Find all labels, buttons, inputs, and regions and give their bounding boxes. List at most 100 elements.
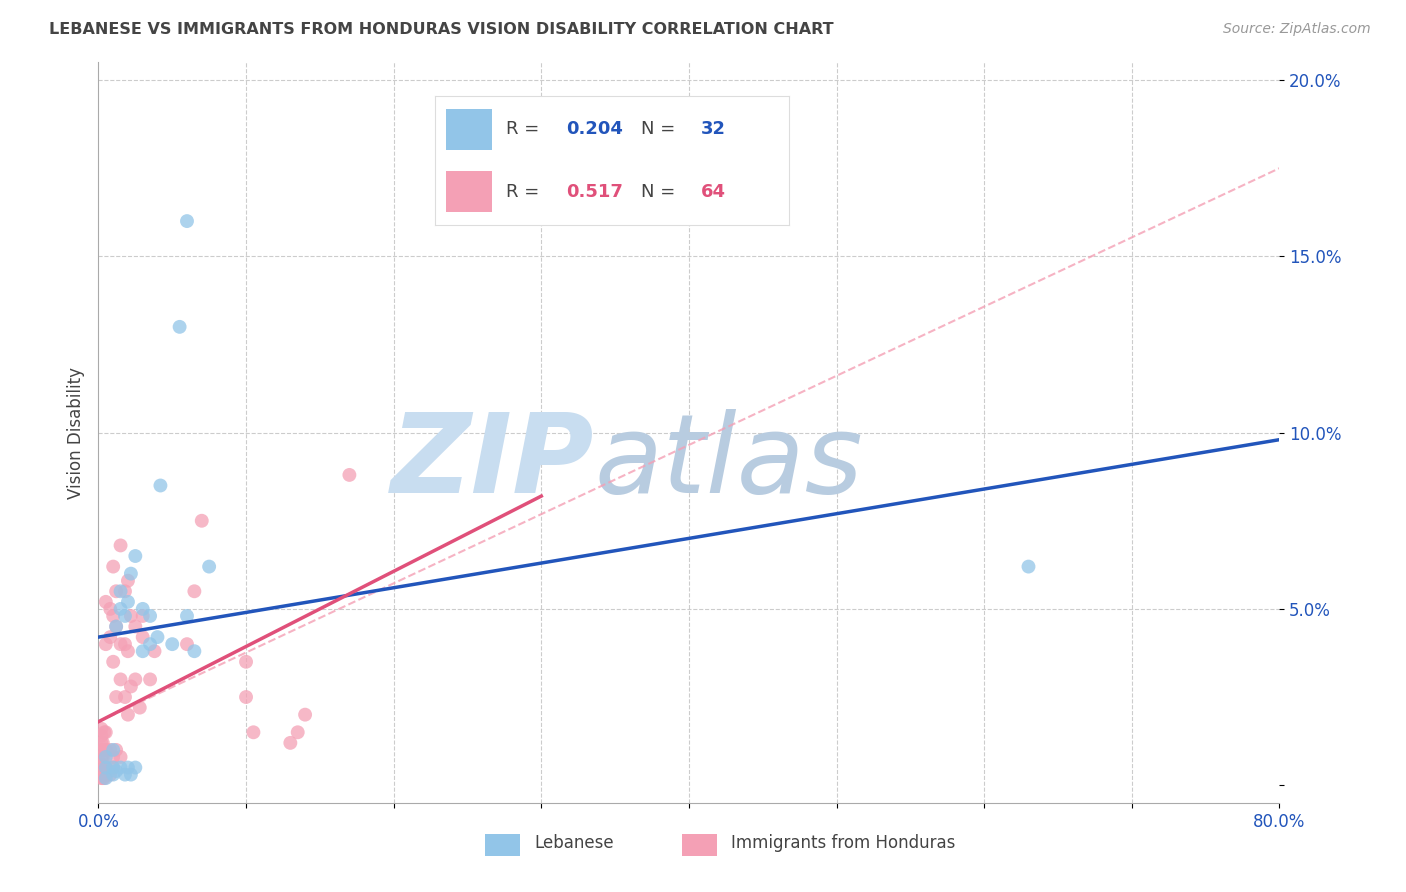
Point [93,743,115,757]
Point [103,750,125,764]
Point [94,760,117,774]
Point [91,736,114,750]
Point [132,630,155,644]
Point [143,644,166,658]
Point [139,637,162,651]
Point [98,767,121,781]
Point [94,760,117,774]
Point [105,743,128,757]
Point [105,584,128,599]
Point [110,673,132,687]
Text: ZIP: ZIP [391,409,595,516]
Point [124,619,146,633]
Point [103,760,125,774]
Point [242,725,264,739]
Point [114,690,136,704]
Point [90,771,112,785]
Point [117,574,139,588]
Point [94,595,117,609]
Text: atlas: atlas [595,409,863,516]
Point [114,637,136,651]
Point [94,771,117,785]
Text: Source: ZipAtlas.com: Source: ZipAtlas.com [1223,22,1371,37]
Point [339,467,361,482]
Point [105,619,128,633]
Point [110,602,132,616]
Point [103,760,125,774]
Point [183,644,205,658]
Point [110,760,132,774]
Point [103,559,125,574]
Point [91,750,114,764]
Point [124,549,146,563]
Point [91,760,114,774]
Point [176,637,198,651]
Point [191,514,214,528]
Point [105,619,128,633]
Point [90,722,112,736]
Point [235,690,257,704]
Point [120,566,142,581]
Point [105,690,128,704]
Text: Immigrants from Honduras: Immigrants from Honduras [731,834,956,852]
Point [280,736,302,750]
Point [139,609,162,624]
Point [94,743,117,757]
Point [90,750,112,764]
Point [139,673,162,687]
Point [1018,559,1040,574]
Point [287,725,309,739]
Point [235,655,257,669]
Point [94,767,117,781]
Point [103,609,125,624]
Point [110,584,132,599]
Point [114,767,136,781]
Point [110,637,132,651]
Point [90,764,112,778]
Point [93,725,115,739]
Point [93,771,115,785]
Point [146,630,169,644]
Point [117,595,139,609]
Point [90,736,112,750]
Point [93,760,115,774]
Point [94,637,117,651]
Text: Lebanese: Lebanese [534,834,614,852]
Point [94,725,117,739]
Point [120,609,142,624]
Point [94,750,117,764]
Point [117,707,139,722]
Point [120,680,142,694]
Point [124,760,146,774]
Point [132,602,155,616]
Point [90,757,112,772]
Point [114,584,136,599]
Point [103,743,125,757]
Point [110,750,132,764]
Point [91,771,114,785]
Point [162,637,183,651]
Point [117,644,139,658]
Text: LEBANESE VS IMMIGRANTS FROM HONDURAS VISION DISABILITY CORRELATION CHART: LEBANESE VS IMMIGRANTS FROM HONDURAS VIS… [49,22,834,37]
Point [120,767,142,781]
Point [132,609,155,624]
Point [294,707,316,722]
Point [110,538,132,552]
Point [90,743,112,757]
Point [198,559,221,574]
Point [128,700,150,714]
Point [90,729,112,743]
Point [132,644,155,658]
Point [105,764,128,778]
Point [98,743,121,757]
Point [117,760,139,774]
Point [169,319,191,334]
Point [103,655,125,669]
Point [103,767,125,781]
Point [176,609,198,624]
Point [176,214,198,228]
Point [149,478,172,492]
Point [114,609,136,624]
Point [183,584,205,599]
Point [98,602,121,616]
